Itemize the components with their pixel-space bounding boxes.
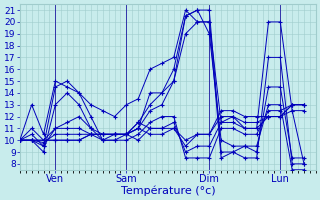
X-axis label: Température (°c): Température (°c) — [121, 185, 215, 196]
